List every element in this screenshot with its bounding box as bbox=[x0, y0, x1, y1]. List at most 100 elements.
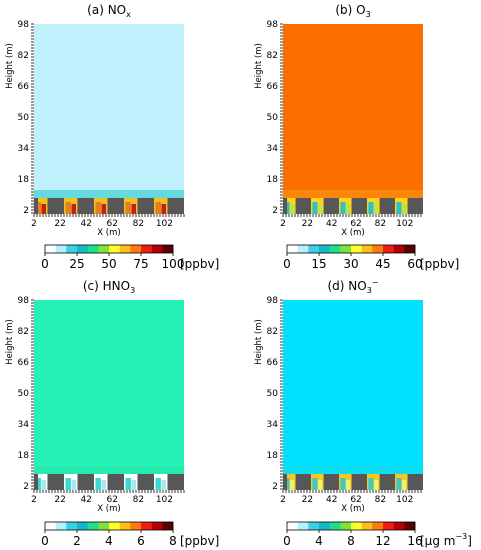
x-tick-label: 82 bbox=[375, 495, 386, 505]
colorbar-segment bbox=[162, 245, 174, 253]
x-tick-label: 62 bbox=[107, 495, 118, 505]
colorbar-segment bbox=[340, 245, 352, 253]
colorbar: 0 15 30 45 60[ppbv] bbox=[283, 244, 459, 271]
colorbar-segment bbox=[130, 245, 142, 253]
building bbox=[137, 198, 154, 214]
colorbar-tick-label: 0 bbox=[41, 534, 49, 548]
building bbox=[323, 198, 339, 214]
y-tick-label: 82 bbox=[18, 51, 29, 61]
y-axis-label: Height (m) bbox=[5, 43, 15, 89]
building bbox=[351, 474, 367, 490]
street-canyon-core bbox=[340, 202, 346, 214]
street-canyon-core bbox=[125, 202, 131, 214]
street-canyon-core bbox=[65, 478, 71, 490]
x-tick-label: 22 bbox=[54, 495, 65, 505]
colorbar-unit: [μg m−3] bbox=[420, 532, 472, 548]
colorbar-tick-label: 6 bbox=[137, 534, 145, 548]
colorbar-segment bbox=[66, 522, 78, 530]
colorbar-segment bbox=[45, 245, 56, 253]
colorbar-tick-label: 60 bbox=[407, 257, 422, 271]
building bbox=[379, 198, 395, 214]
x-axis-label: X (m) bbox=[97, 504, 120, 514]
colorbar-segment bbox=[287, 522, 298, 530]
x-tick-label: 22 bbox=[54, 219, 65, 229]
street-canyon-core bbox=[155, 478, 161, 490]
building bbox=[379, 474, 395, 490]
colorbar-tick-label: 4 bbox=[315, 534, 323, 548]
colorbar-segment bbox=[119, 245, 131, 253]
colorbar-tick-label: 8 bbox=[347, 534, 355, 548]
street-canyon-core bbox=[71, 204, 76, 214]
street-canyon-core bbox=[125, 478, 131, 490]
y-tick-label: 50 bbox=[18, 113, 30, 123]
colorbar-segment bbox=[383, 245, 394, 253]
colorbar-segment bbox=[404, 245, 416, 253]
street-canyon-core bbox=[374, 204, 379, 214]
street-canyon-core bbox=[95, 202, 101, 214]
x-tick-label: 42 bbox=[80, 219, 91, 229]
colorbar-tick-label: 8 bbox=[169, 534, 177, 548]
building bbox=[407, 474, 423, 490]
y-tick-label: 98 bbox=[267, 296, 279, 306]
y-tick-label: 18 bbox=[267, 175, 279, 185]
colorbar-tick-label: 45 bbox=[375, 257, 390, 271]
y-tick-label: 34 bbox=[267, 144, 279, 154]
street-canyon-core bbox=[161, 480, 166, 490]
street-canyon-core bbox=[312, 478, 318, 490]
street-canyon-core bbox=[396, 202, 402, 214]
x-tick-label: 42 bbox=[326, 219, 337, 229]
street-canyon-core bbox=[161, 204, 166, 214]
y-tick-label: 18 bbox=[18, 451, 30, 461]
y-tick-label: 98 bbox=[18, 296, 30, 306]
colorbar-unit: [ppbv] bbox=[180, 534, 219, 548]
y-tick-label: 18 bbox=[18, 175, 30, 185]
building bbox=[283, 198, 287, 214]
colorbar-segment bbox=[404, 522, 416, 530]
x-tick-label: 42 bbox=[326, 495, 337, 505]
y-tick-label: 50 bbox=[267, 113, 279, 123]
street-canyon-core bbox=[35, 478, 41, 490]
y-tick-label: 2 bbox=[23, 206, 29, 216]
colorbar-tick-label: 50 bbox=[101, 257, 116, 271]
colorbar-tick-label: 0 bbox=[283, 534, 291, 548]
colorbar-tick-label: 0 bbox=[41, 257, 49, 271]
y-tick-label: 2 bbox=[23, 482, 29, 492]
x-axis-label: X (m) bbox=[341, 504, 364, 514]
colorbar-segment bbox=[308, 245, 320, 253]
colorbar-segment bbox=[77, 245, 88, 253]
colorbar-segment bbox=[393, 522, 405, 530]
colorbar-segment bbox=[87, 522, 99, 530]
field bbox=[283, 24, 423, 214]
colorbar-segment bbox=[383, 522, 394, 530]
street-canyon-core bbox=[402, 204, 407, 214]
colorbar-segment bbox=[372, 522, 384, 530]
y-tick-label: 2 bbox=[272, 482, 278, 492]
colorbar-segment bbox=[162, 522, 174, 530]
y-tick-label: 50 bbox=[267, 389, 279, 399]
y-tick-label: 82 bbox=[267, 51, 278, 61]
building bbox=[323, 474, 339, 490]
street-canyon-core bbox=[290, 480, 295, 490]
y-tick-label: 50 bbox=[18, 389, 30, 399]
building bbox=[167, 198, 184, 214]
colorbar-tick-label: 12 bbox=[375, 534, 390, 548]
colorbar-segment bbox=[361, 245, 373, 253]
colorbar-segment bbox=[372, 245, 384, 253]
colorbar-segment bbox=[319, 245, 330, 253]
building bbox=[407, 198, 423, 214]
colorbar-tick-label: 100 bbox=[162, 257, 185, 271]
building bbox=[107, 474, 124, 490]
field bbox=[283, 300, 423, 490]
street-canyon-core bbox=[374, 480, 379, 490]
y-tick-label: 66 bbox=[267, 82, 279, 92]
colorbar-segment bbox=[329, 245, 341, 253]
street-canyon-core bbox=[396, 478, 402, 490]
colorbar-segment bbox=[119, 522, 131, 530]
field bbox=[34, 24, 184, 214]
surface-layer bbox=[283, 190, 423, 198]
colorbar-segment bbox=[361, 522, 373, 530]
colorbar-segment bbox=[98, 522, 110, 530]
